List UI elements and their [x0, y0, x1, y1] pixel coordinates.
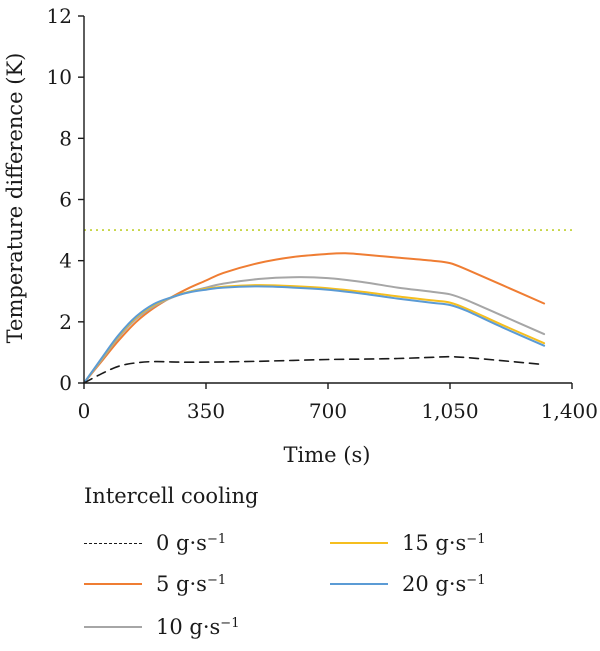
legend-label: 0 g·s−1: [156, 531, 227, 555]
legend-title: Intercell cooling: [84, 484, 259, 508]
series-line-2: [83, 276, 546, 384]
x-tick-label: 700: [309, 399, 347, 423]
series-line-4: [83, 285, 546, 384]
series-line-0: [83, 355, 545, 384]
legend-item: 20 g·s−1: [330, 569, 485, 599]
y-tick-label: 0: [59, 371, 72, 395]
legend-swatch: [330, 583, 388, 585]
legend-label: 10 g·s−1: [156, 615, 240, 639]
legend-item: 5 g·s−1: [84, 569, 226, 599]
legend-label: 20 g·s−1: [402, 572, 486, 596]
legend-swatch: [84, 626, 142, 628]
tick-labels: 0 2 4 6 8 10 12 0 350 700 1,050 1,400: [47, 4, 598, 423]
axes: [78, 15, 573, 389]
y-tick-label: 12: [47, 4, 72, 28]
y-tick-label: 2: [59, 310, 72, 334]
x-tick-label: 0: [78, 399, 91, 423]
x-tick-label: 1,050: [421, 399, 478, 423]
legend-swatch: [84, 583, 142, 585]
y-axis-title: Temperature difference (K): [3, 53, 27, 344]
legend-label: 15 g·s−1: [402, 531, 486, 555]
x-tick-label: 350: [187, 399, 225, 423]
legend-item: 15 g·s−1: [330, 528, 485, 558]
y-tick-label: 6: [59, 188, 72, 212]
legend-swatch: [84, 542, 142, 544]
legend-label: 5 g·s−1: [156, 572, 227, 596]
x-tick-label: 1,400: [541, 399, 598, 423]
line-chart: 0 2 4 6 8 10 12 0 350 700 1,050 1,400 Time (s) Temp…: [3, 4, 598, 467]
plot-area: [83, 229, 572, 384]
legend-item: 10 g·s−1: [84, 612, 239, 642]
y-tick-label: 10: [47, 65, 72, 89]
y-tick-label: 8: [59, 126, 72, 150]
x-axis-title: Time (s): [284, 443, 371, 467]
legend-swatch: [330, 542, 388, 544]
y-tick-label: 4: [59, 249, 72, 273]
series-line-1: [83, 252, 546, 384]
series-line-3: [83, 284, 546, 384]
legend-item: 0 g·s−1: [84, 528, 226, 558]
